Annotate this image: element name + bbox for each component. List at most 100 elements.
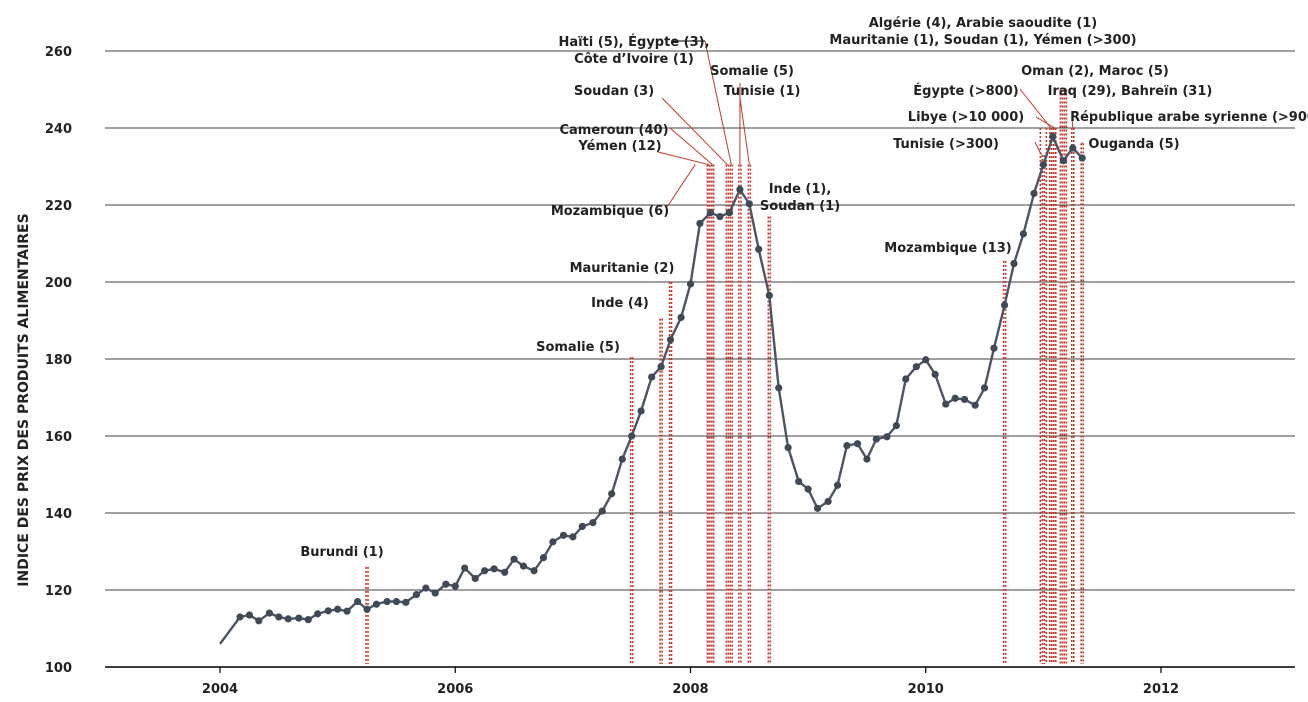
event-label: Yémen (12) (577, 139, 661, 154)
event-label: Mozambique (6) (551, 204, 669, 219)
data-point (912, 363, 920, 371)
data-point (755, 245, 763, 253)
y-tick-label: 160 (45, 430, 72, 445)
data-point (519, 562, 528, 570)
data-point (931, 370, 939, 378)
event-label: Somalie (5) (536, 340, 620, 355)
data-point (1000, 301, 1009, 309)
event-label: Soudan (3) (574, 84, 654, 99)
data-point (1049, 132, 1057, 141)
data-point (304, 616, 312, 624)
data-point (824, 497, 832, 506)
y-tick-label: 100 (45, 661, 72, 676)
data-point (765, 291, 773, 300)
data-point (354, 597, 362, 606)
data-point (666, 336, 675, 344)
data-point (971, 401, 979, 409)
data-point (295, 614, 303, 622)
data-point (481, 567, 489, 575)
data-point (314, 610, 322, 618)
y-tick-label: 180 (45, 353, 72, 368)
data-point (442, 580, 450, 588)
data-point (1039, 160, 1047, 169)
x-tick-label: 2012 (1143, 682, 1179, 697)
data-point (510, 555, 518, 563)
y-tick-label: 240 (45, 122, 72, 137)
data-point (902, 375, 910, 383)
data-point (804, 485, 812, 493)
event-label: Côte d’Ivoire (1) (574, 52, 694, 67)
y-tick-label: 200 (45, 276, 72, 291)
event-label: Tunisie (1) (724, 84, 801, 99)
data-point (1078, 154, 1086, 162)
event-label: Algérie (4), Arabie saoudite (1) (869, 16, 1098, 31)
leader-line (657, 151, 709, 166)
data-point (392, 597, 401, 606)
data-point (471, 574, 479, 583)
data-point (883, 433, 891, 441)
data-point (922, 356, 930, 364)
data-point (892, 422, 900, 430)
event-label: Ouganda (5) (1088, 137, 1179, 152)
data-point (843, 442, 851, 450)
x-tick-label: 2004 (202, 682, 238, 697)
data-point (1010, 259, 1018, 268)
event-label: Égypte (>800) (913, 83, 1018, 99)
data-point (383, 597, 391, 606)
data-point (1019, 230, 1027, 238)
y-tick-label: 220 (45, 199, 72, 214)
leader-line (1035, 116, 1056, 129)
leader-line (739, 97, 750, 165)
data-point (372, 600, 381, 608)
y-tick-label: 260 (45, 45, 72, 60)
data-point (598, 507, 606, 515)
data-point (784, 443, 792, 452)
y-axis-label: INDICE DES PRIX DES PRODUITS ALIMENTAIRE… (16, 213, 32, 586)
x-tick-label: 2008 (672, 682, 708, 697)
data-point (775, 384, 783, 392)
series-line (219, 135, 1084, 645)
data-point (569, 533, 577, 541)
y-tick-label: 120 (45, 584, 72, 599)
data-point (451, 582, 459, 590)
data-point (402, 598, 410, 606)
leader-line (1034, 141, 1042, 156)
leader-line (669, 127, 713, 165)
data-point (706, 209, 715, 217)
data-point (236, 613, 244, 621)
data-point (431, 589, 439, 597)
data-point (490, 565, 498, 573)
data-point (648, 373, 656, 381)
event-label: Mozambique (13) (884, 241, 1011, 256)
data-point (343, 607, 351, 615)
data-point (1069, 144, 1077, 152)
data-point (942, 400, 950, 408)
data-point (245, 611, 254, 619)
event-label: Burundi (1) (300, 545, 383, 560)
data-point (686, 280, 695, 288)
annotation-labels: Burundi (1) Somalie (5) Inde (4) Mauritanie… (300, 16, 1308, 560)
leader-line (704, 40, 732, 165)
data-point (530, 567, 538, 575)
price-index-line (219, 132, 1086, 645)
data-point (872, 435, 880, 443)
data-point (628, 432, 636, 440)
data-point (853, 440, 862, 448)
data-point (696, 219, 704, 228)
data-point (980, 384, 989, 392)
data-point (990, 344, 998, 352)
data-point (745, 200, 753, 208)
label-leader-lines (657, 40, 1083, 208)
data-point (736, 186, 744, 194)
data-point (608, 490, 616, 498)
data-point (324, 607, 332, 615)
data-point (795, 477, 803, 486)
event-lines (365, 89, 1084, 664)
leader-line (1071, 115, 1074, 129)
event-label: République arabe syrienne (>900) (1070, 110, 1308, 125)
event-label: Tunisie (>300) (893, 137, 999, 152)
event-label: Inde (4) (591, 296, 649, 311)
data-point (578, 522, 586, 531)
data-point (677, 313, 685, 322)
